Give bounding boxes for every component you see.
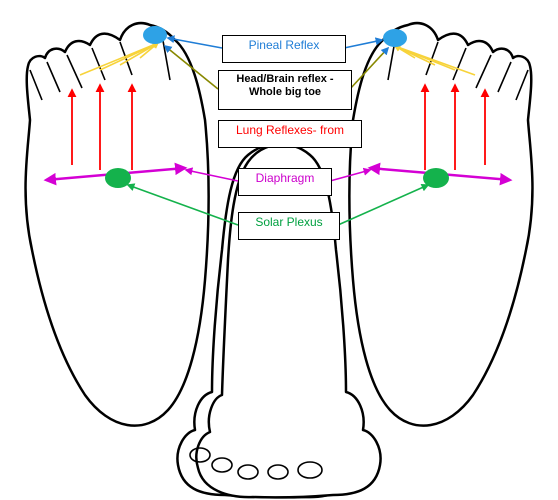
label-solar-plexus: Solar Plexus <box>238 212 340 240</box>
label-diaphragm: Diaphragm <box>238 168 332 196</box>
label-pineal-reflex: Pineal Reflex <box>222 35 346 63</box>
label-head-brain-reflex: Head/Brain reflex - Whole big toe <box>218 70 352 110</box>
label-lung-reflexes: Lung Reflexes- from <box>218 120 362 148</box>
